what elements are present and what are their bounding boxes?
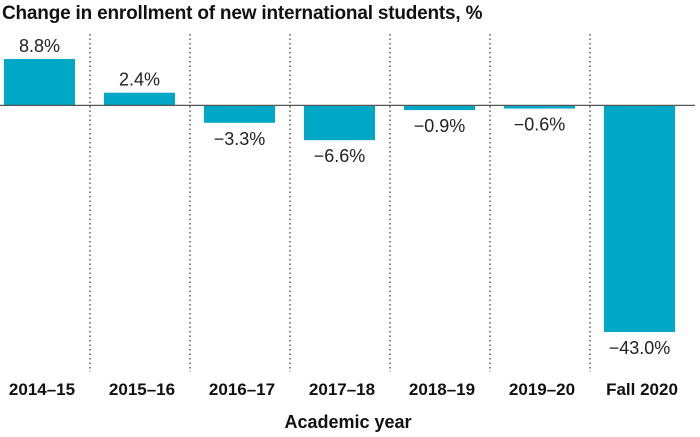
x-tick-label: 2019–20 (509, 380, 575, 399)
x-tick-label: 2014–15 (9, 380, 75, 399)
data-label: −0.9% (414, 116, 466, 136)
data-label: −0.6% (514, 115, 566, 135)
bar-2015–16 (104, 92, 175, 106)
x-tick-label: 2015–16 (109, 380, 175, 399)
x-tick-label: 2016–17 (209, 380, 275, 399)
data-label: −43.0% (609, 338, 671, 358)
bar-2014–15 (4, 59, 75, 106)
bar-2016–17 (204, 105, 275, 123)
data-label: −3.3% (214, 129, 266, 149)
x-tick-label: 2018–19 (409, 380, 475, 399)
data-label: 2.4% (119, 70, 160, 90)
chart-title: Change in enrollment of new internationa… (2, 3, 483, 24)
bar-2017–18 (304, 105, 375, 141)
x-tick-label: 2017–18 (309, 380, 375, 399)
bar-Fall 2020 (604, 105, 675, 332)
data-label: 8.8% (19, 36, 60, 56)
x-tick-label: Fall 2020 (606, 380, 678, 399)
bar-2018–19 (404, 105, 475, 111)
x-axis-title: Academic year (284, 412, 411, 432)
bar-2019–20 (504, 105, 575, 109)
data-label: −6.6% (314, 146, 366, 166)
